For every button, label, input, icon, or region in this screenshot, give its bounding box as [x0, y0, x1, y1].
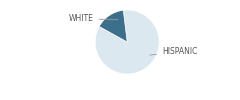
Text: WHITE: WHITE: [69, 14, 118, 24]
Wedge shape: [95, 10, 159, 74]
Wedge shape: [99, 10, 127, 42]
Text: HISPANIC: HISPANIC: [150, 47, 197, 56]
